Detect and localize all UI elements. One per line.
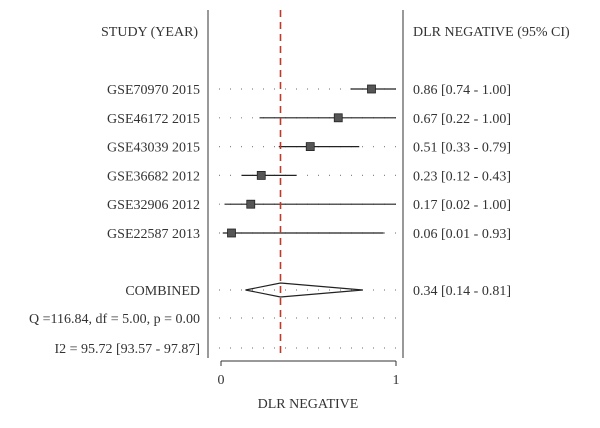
combined-row: COMBINED 0.34 [0.14 - 0.81] <box>125 282 511 299</box>
study-row: GSE43039 2015 0.51 [0.33 - 0.79] <box>107 141 511 156</box>
i2-statistic-text: I2 = 95.72 [93.57 - 97.87] <box>54 342 200 357</box>
study-rows: GSE70970 2015 0.86 [0.74 - 1.00] GSE46172 … <box>107 83 511 242</box>
combined-ci-text: 0.34 [0.14 - 0.81] <box>413 284 511 299</box>
x-tick-label: 0 <box>218 373 225 388</box>
study-label: GSE70970 2015 <box>107 83 200 98</box>
study-label: GSE22587 2013 <box>107 227 200 242</box>
study-ci-text: 0.51 [0.33 - 0.79] <box>413 141 511 156</box>
x-tick-label: 1 <box>393 373 400 388</box>
point-estimate-marker <box>227 228 236 238</box>
study-row: GSE22587 2013 0.06 [0.01 - 0.93] <box>107 227 511 242</box>
study-label: GSE36682 2012 <box>107 169 200 184</box>
study-ci-text: 0.17 [0.02 - 1.00] <box>413 198 511 213</box>
study-label: GSE46172 2015 <box>107 112 200 127</box>
combined-label: COMBINED <box>125 284 200 299</box>
right-header: DLR NEGATIVE (95% CI) <box>413 25 570 40</box>
point-estimate-marker <box>246 199 256 209</box>
study-ci-text: 0.86 [0.74 - 1.00] <box>413 83 511 98</box>
study-ci-text: 0.67 [0.22 - 1.00] <box>413 112 511 127</box>
study-row: GSE70970 2015 0.86 [0.74 - 1.00] <box>107 83 511 98</box>
combined-diamond <box>245 282 363 298</box>
study-row: GSE36682 2012 0.23 [0.12 - 0.43] <box>107 169 511 184</box>
study-label: GSE43039 2015 <box>107 141 200 156</box>
study-label: GSE32906 2012 <box>107 198 200 213</box>
q-statistic-text: Q =116.84, df = 5.00, p = 0.00 <box>29 312 200 327</box>
left-header: STUDY (YEAR) <box>101 25 198 40</box>
study-row: GSE46172 2015 0.67 [0.22 - 1.00] <box>107 112 511 127</box>
study-ci-text: 0.23 [0.12 - 0.43] <box>413 169 511 184</box>
point-estimate-marker <box>305 142 315 152</box>
study-row: GSE32906 2012 0.17 [0.02 - 1.00] <box>107 198 511 213</box>
heterogeneity-stats: Q =116.84, df = 5.00, p = 0.00 I2 = 95.72… <box>29 312 400 357</box>
point-estimate-marker <box>256 170 266 180</box>
point-estimate-marker <box>367 84 376 94</box>
study-ci-text: 0.06 [0.01 - 0.93] <box>413 227 511 242</box>
point-estimate-marker <box>333 113 343 123</box>
x-axis-label: DLR NEGATIVE <box>258 397 359 412</box>
